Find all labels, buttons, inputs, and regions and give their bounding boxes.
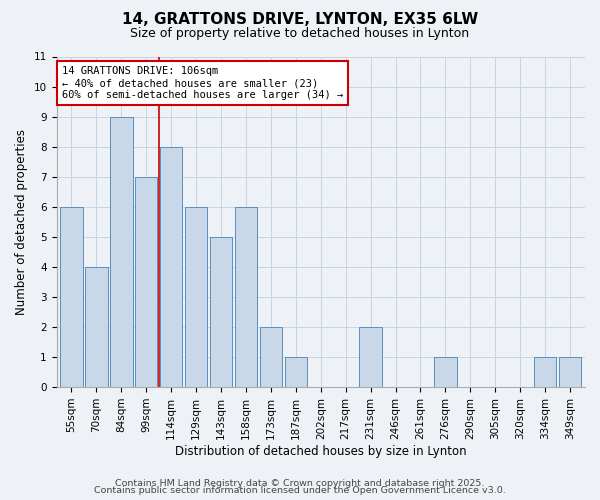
Text: Contains public sector information licensed under the Open Government Licence v3: Contains public sector information licen… (94, 486, 506, 495)
Bar (260, 327, 282, 387)
Bar (185, 207, 208, 387)
Text: Size of property relative to detached houses in Lynton: Size of property relative to detached ho… (130, 28, 470, 40)
Text: 14 GRATTONS DRIVE: 106sqm
← 40% of detached houses are smaller (23)
60% of semi-: 14 GRATTONS DRIVE: 106sqm ← 40% of detac… (62, 66, 343, 100)
Bar (110, 116, 133, 387)
Bar (434, 357, 457, 387)
X-axis label: Distribution of detached houses by size in Lynton: Distribution of detached houses by size … (175, 444, 467, 458)
Bar (559, 357, 581, 387)
Text: Contains HM Land Registry data © Crown copyright and database right 2025.: Contains HM Land Registry data © Crown c… (115, 478, 485, 488)
Y-axis label: Number of detached properties: Number of detached properties (15, 129, 28, 315)
Bar (359, 327, 382, 387)
Bar (60, 207, 83, 387)
Bar (534, 357, 556, 387)
Text: 14, GRATTONS DRIVE, LYNTON, EX35 6LW: 14, GRATTONS DRIVE, LYNTON, EX35 6LW (122, 12, 478, 28)
Bar (85, 267, 107, 387)
Bar (160, 146, 182, 387)
Bar (210, 237, 232, 387)
Bar (135, 176, 157, 387)
Bar (284, 357, 307, 387)
Bar (235, 207, 257, 387)
